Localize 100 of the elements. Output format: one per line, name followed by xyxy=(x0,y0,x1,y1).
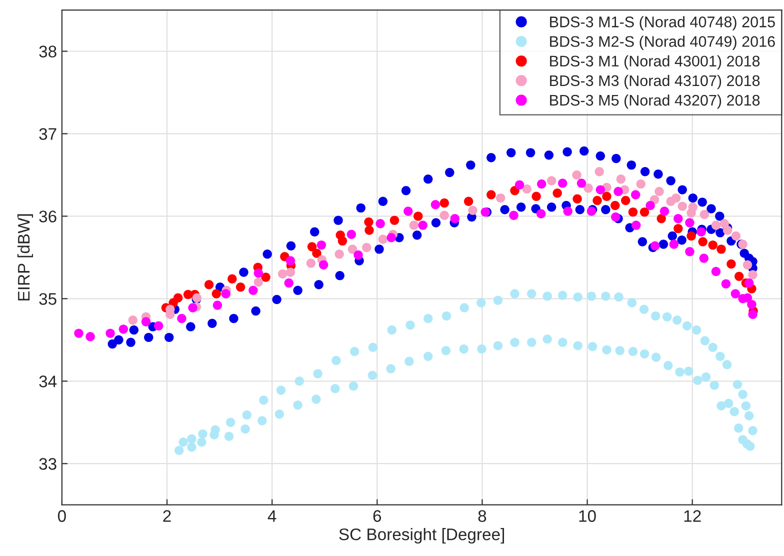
legend-label: BDS-3 M3 (Norad 43107) 2018 xyxy=(550,74,760,90)
point xyxy=(671,193,681,203)
point xyxy=(440,210,449,220)
point xyxy=(669,240,679,249)
point xyxy=(522,184,532,194)
x-axis-title: SC Boresight [Degree] xyxy=(339,528,504,544)
point xyxy=(418,220,428,230)
point xyxy=(509,210,518,220)
point xyxy=(660,206,670,216)
point xyxy=(346,230,356,239)
point xyxy=(685,218,694,228)
point xyxy=(307,242,317,252)
point xyxy=(430,200,440,210)
point xyxy=(552,188,562,198)
point xyxy=(734,272,744,282)
point xyxy=(364,217,374,227)
point xyxy=(86,332,95,342)
point xyxy=(354,250,363,260)
point xyxy=(584,184,593,193)
point xyxy=(610,200,620,210)
point xyxy=(614,186,623,196)
y-tick-label: 38 xyxy=(39,46,56,58)
point xyxy=(440,198,449,208)
point xyxy=(286,268,296,277)
point xyxy=(414,212,423,221)
point xyxy=(686,231,696,241)
point xyxy=(696,227,706,236)
point xyxy=(316,240,326,250)
point xyxy=(742,260,752,270)
point xyxy=(563,206,572,216)
point xyxy=(656,214,666,224)
point xyxy=(646,200,655,210)
point xyxy=(536,179,546,189)
point xyxy=(338,236,348,246)
point xyxy=(748,270,758,280)
point xyxy=(708,240,718,250)
point xyxy=(496,193,506,203)
point xyxy=(699,254,709,263)
point xyxy=(711,220,721,230)
point xyxy=(212,300,222,310)
point xyxy=(572,170,582,180)
legend-label: BDS-3 M5 (Norad 43207) 2018 xyxy=(550,94,760,109)
point xyxy=(312,248,322,258)
x-tick-label: 2 xyxy=(163,510,171,522)
point xyxy=(212,289,221,298)
point xyxy=(674,214,683,224)
point xyxy=(188,303,198,312)
point xyxy=(602,192,612,202)
point xyxy=(378,234,388,244)
point xyxy=(558,178,568,188)
point xyxy=(621,196,630,206)
point xyxy=(450,214,460,224)
point xyxy=(514,180,524,190)
point xyxy=(464,196,474,206)
point xyxy=(318,260,328,270)
point xyxy=(628,207,638,217)
point xyxy=(306,258,316,268)
point xyxy=(698,237,708,246)
point xyxy=(711,266,721,276)
point xyxy=(228,274,237,284)
point xyxy=(118,324,128,334)
point xyxy=(536,209,546,218)
x-tick-label: 8 xyxy=(478,510,486,522)
point xyxy=(128,316,138,325)
point xyxy=(592,196,602,206)
point xyxy=(390,216,400,225)
point xyxy=(284,278,294,288)
point xyxy=(254,268,264,278)
point xyxy=(594,167,604,176)
point xyxy=(631,190,640,200)
x-tick-label: 12 xyxy=(684,510,701,522)
point xyxy=(688,202,698,212)
point xyxy=(731,231,741,241)
y-tick-label: 37 xyxy=(39,128,56,140)
point xyxy=(376,219,385,228)
point xyxy=(616,174,626,184)
x-tick-label: 6 xyxy=(373,510,382,522)
y-tick-label: 33 xyxy=(39,458,56,470)
legend-label: BDS-3 M2-S (Norad 40749) 2016 xyxy=(550,36,775,50)
y-axis-title: EIRP [dBW] xyxy=(17,214,33,300)
point xyxy=(576,178,586,188)
point xyxy=(486,190,496,200)
point xyxy=(334,250,344,259)
point xyxy=(386,233,396,242)
point xyxy=(596,185,606,194)
point xyxy=(748,310,758,319)
point xyxy=(654,186,664,196)
point xyxy=(286,256,296,266)
point xyxy=(700,210,710,220)
point xyxy=(726,259,736,269)
point xyxy=(74,328,84,338)
point xyxy=(640,207,650,217)
point xyxy=(747,300,756,310)
point xyxy=(716,244,726,254)
point xyxy=(730,289,740,298)
point xyxy=(722,226,732,235)
point xyxy=(468,206,478,216)
point xyxy=(636,179,646,189)
point xyxy=(572,194,582,204)
x-tick-label: 10 xyxy=(579,510,596,522)
